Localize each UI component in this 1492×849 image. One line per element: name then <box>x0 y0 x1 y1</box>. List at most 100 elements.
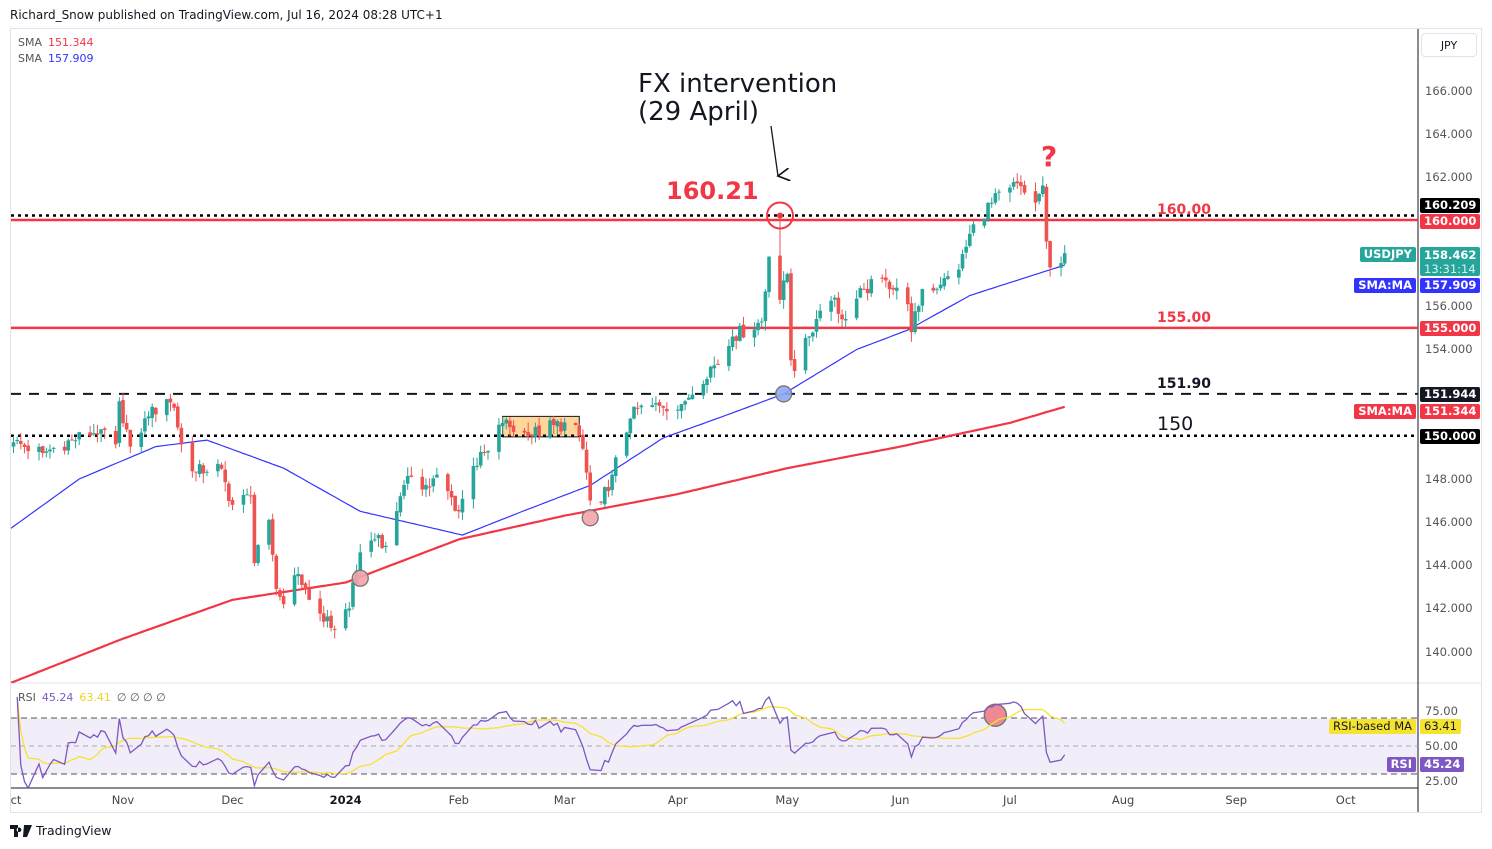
candle[interactable] <box>581 429 585 451</box>
candle[interactable] <box>424 478 428 498</box>
candle[interactable] <box>935 287 939 295</box>
candle[interactable] <box>650 397 655 408</box>
candle[interactable] <box>274 553 279 596</box>
candle[interactable] <box>329 610 333 632</box>
candle[interactable] <box>497 418 501 460</box>
candle[interactable] <box>325 609 330 628</box>
candle[interactable] <box>559 418 563 436</box>
candle[interactable] <box>88 425 92 438</box>
candle[interactable] <box>37 443 41 461</box>
candle[interactable] <box>895 278 899 300</box>
candle[interactable] <box>730 327 735 352</box>
candle[interactable] <box>128 429 133 454</box>
candle[interactable] <box>435 467 439 478</box>
candle[interactable] <box>920 288 925 312</box>
candle[interactable] <box>708 365 713 383</box>
candle[interactable] <box>223 461 227 492</box>
candle[interactable] <box>613 455 618 483</box>
candle[interactable] <box>679 403 684 419</box>
candle[interactable] <box>1008 184 1012 203</box>
currency-button[interactable]: JPY <box>1421 33 1477 57</box>
candle[interactable] <box>252 492 257 567</box>
candle[interactable] <box>113 425 118 449</box>
candle[interactable] <box>369 532 373 558</box>
candle[interactable] <box>117 397 122 448</box>
candle[interactable] <box>818 304 822 322</box>
candle[interactable] <box>836 292 841 324</box>
candle[interactable] <box>573 422 578 426</box>
candle[interactable] <box>190 436 195 478</box>
candle[interactable] <box>716 359 720 365</box>
candle[interactable] <box>916 304 921 322</box>
candle[interactable] <box>931 283 936 294</box>
candle[interactable] <box>201 463 206 484</box>
candle[interactable] <box>913 302 917 335</box>
candle[interactable] <box>989 197 994 208</box>
candle[interactable] <box>40 445 45 458</box>
candle[interactable] <box>606 479 611 498</box>
candle[interactable] <box>676 405 680 420</box>
candle[interactable] <box>610 470 614 496</box>
candle[interactable] <box>402 479 406 500</box>
candle[interactable] <box>22 442 27 454</box>
rsi-line[interactable] <box>16 695 1066 788</box>
candle[interactable] <box>738 322 742 342</box>
candle[interactable] <box>603 486 607 508</box>
candle[interactable] <box>500 416 505 435</box>
candle[interactable] <box>446 472 450 500</box>
candle[interactable] <box>70 434 74 441</box>
candle[interactable] <box>143 411 147 436</box>
candle[interactable] <box>278 587 282 601</box>
candle[interactable] <box>197 459 202 478</box>
candle[interactable] <box>840 309 844 328</box>
candle[interactable] <box>942 273 947 290</box>
candle[interactable] <box>858 285 863 299</box>
candle[interactable] <box>146 411 151 426</box>
candle[interactable] <box>887 279 892 299</box>
candle[interactable] <box>686 393 691 400</box>
candle[interactable] <box>19 432 23 450</box>
candle[interactable] <box>267 518 271 550</box>
candle[interactable] <box>504 417 509 430</box>
candle[interactable] <box>880 274 884 283</box>
candle[interactable] <box>792 349 797 378</box>
candle[interactable] <box>380 533 384 550</box>
candle[interactable] <box>1033 182 1038 212</box>
candle[interactable] <box>854 290 859 321</box>
candle[interactable] <box>15 436 19 445</box>
candle[interactable] <box>789 268 793 366</box>
candle[interactable] <box>752 322 757 347</box>
candle[interactable] <box>256 543 260 566</box>
candle[interactable] <box>807 335 811 347</box>
candle[interactable] <box>548 416 552 440</box>
candle[interactable] <box>734 334 738 350</box>
candle[interactable] <box>657 399 662 414</box>
candle[interactable] <box>759 317 764 328</box>
candle[interactable] <box>654 396 658 412</box>
candle[interactable] <box>449 484 454 506</box>
candle[interactable] <box>92 424 96 436</box>
candle[interactable] <box>26 440 30 460</box>
candle[interactable] <box>971 220 976 236</box>
sma50-line[interactable] <box>11 264 1065 536</box>
candle[interactable] <box>460 490 465 521</box>
candle[interactable] <box>303 581 308 595</box>
candle[interactable] <box>665 402 669 421</box>
candle[interactable] <box>73 436 78 449</box>
candle[interactable] <box>398 492 403 517</box>
candle[interactable] <box>292 567 297 607</box>
candle[interactable] <box>712 356 717 378</box>
candle[interactable] <box>318 590 322 622</box>
candle[interactable] <box>1037 192 1041 205</box>
candle[interactable] <box>179 423 184 453</box>
candle[interactable] <box>909 296 914 342</box>
candle[interactable] <box>394 502 399 547</box>
candle[interactable] <box>241 489 246 513</box>
candle[interactable] <box>957 264 961 285</box>
candle[interactable] <box>661 405 665 416</box>
candle[interactable] <box>486 450 490 460</box>
candle[interactable] <box>373 533 377 543</box>
candle[interactable] <box>843 310 848 328</box>
tradingview-logo[interactable]: TradingView <box>10 823 112 838</box>
